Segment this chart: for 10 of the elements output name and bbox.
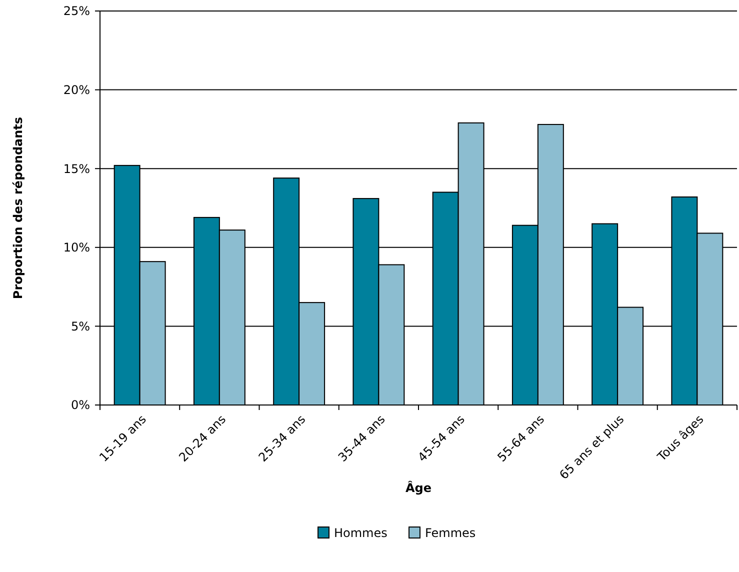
y-tick-label: 25% bbox=[63, 4, 90, 18]
y-axis-title: Proportion des répondants bbox=[11, 116, 25, 300]
y-tick-label: 10% bbox=[63, 240, 90, 255]
legend-label: Femmes bbox=[425, 526, 476, 540]
y-tick-label: 0% bbox=[70, 398, 90, 412]
x-axis-title: Âge bbox=[405, 480, 432, 495]
y-tick-label: 5% bbox=[70, 319, 90, 334]
y-tick-label: 20% bbox=[63, 83, 90, 97]
y-tick-label: 15% bbox=[63, 162, 90, 176]
legend-label: Hommes bbox=[334, 526, 388, 540]
